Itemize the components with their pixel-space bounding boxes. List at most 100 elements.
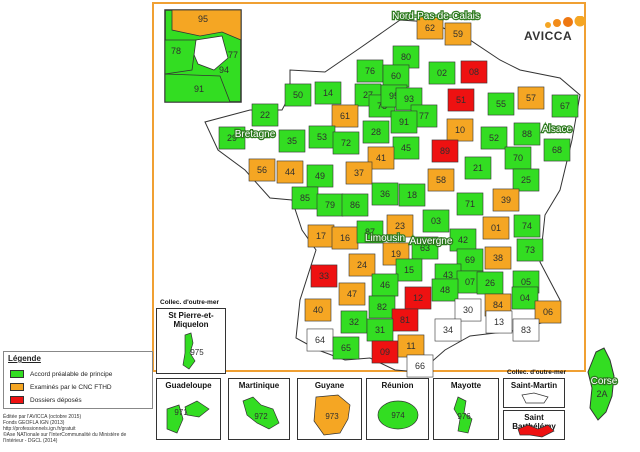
department-label-72: 72 — [341, 138, 351, 148]
department-45: 45 — [392, 136, 420, 160]
department-label-44: 44 — [285, 167, 295, 177]
department-82: 82 — [368, 295, 396, 319]
department-label-37: 37 — [354, 168, 364, 178]
department-47: 47 — [338, 282, 366, 306]
department-shape-39 — [492, 188, 520, 212]
department-label-03: 03 — [431, 216, 441, 226]
department-79: 79 — [316, 193, 344, 217]
department-label-83: 83 — [521, 325, 531, 335]
department-label-36: 36 — [380, 189, 390, 199]
department-86: 86 — [341, 193, 369, 217]
department-shape-93 — [395, 87, 423, 111]
department-23: 23 — [386, 214, 414, 238]
department-shape-74 — [513, 214, 541, 238]
credit-line: Éditée par l'AVICCA (octobre 2015) — [3, 414, 82, 420]
department-shape-22 — [251, 103, 279, 127]
department-label-55: 55 — [496, 99, 506, 109]
department-label-31: 31 — [375, 325, 385, 335]
department-36: 36 — [371, 182, 399, 206]
department-shape-03 — [422, 209, 450, 233]
department-58: 58 — [427, 168, 455, 192]
department-48: 48 — [431, 278, 459, 302]
department-label-93: 93 — [404, 94, 414, 104]
department-shape-89 — [431, 139, 459, 163]
inset-martinique: Martinique 972 — [228, 378, 290, 440]
department-label-07: 07 — [465, 277, 475, 287]
credit-line: Fonds GEOFLA IGN (2013) — [3, 420, 65, 426]
department-label-39: 39 — [501, 195, 511, 205]
department-label-84: 84 — [493, 300, 503, 310]
department-shape-66 — [406, 354, 434, 378]
department-11: 11 — [397, 334, 425, 358]
department-09: 09 — [371, 340, 399, 364]
department-label-45: 45 — [401, 143, 411, 153]
department-69: 69 — [456, 248, 484, 272]
department-label-16: 16 — [340, 233, 350, 243]
department-15: 15 — [395, 258, 423, 282]
department-label-02: 02 — [437, 68, 447, 78]
map-frame — [152, 2, 586, 372]
department-shape-01 — [482, 216, 510, 240]
department-label-01: 01 — [491, 223, 501, 233]
department-shape-52 — [480, 126, 508, 150]
department-label-69: 69 — [465, 255, 475, 265]
department-label-58: 58 — [436, 175, 446, 185]
department-label-09: 09 — [380, 347, 390, 357]
department-label-30: 30 — [463, 305, 473, 315]
saint-barthelemy-shape — [517, 424, 555, 438]
department-shape-36 — [371, 182, 399, 206]
department-39: 39 — [492, 188, 520, 212]
department-label-76: 76 — [365, 66, 375, 76]
inset-guadeloupe: Guadeloupe 971 — [156, 378, 221, 440]
department-label-10: 10 — [455, 125, 465, 135]
department-37: 37 — [345, 161, 373, 185]
department-label-88: 88 — [522, 129, 532, 139]
department-label-48: 48 — [440, 285, 450, 295]
department-label-77: 77 — [419, 111, 429, 121]
legend-label-depose: Dossiers déposés — [30, 396, 82, 404]
department-shape-63 — [411, 236, 439, 260]
legend-swatch-depose — [10, 396, 24, 404]
department-label-28: 28 — [371, 127, 381, 137]
region-label-bretagne: Bretagne — [235, 129, 276, 140]
department-81: 81 — [391, 308, 419, 332]
department-24: 24 — [348, 253, 376, 277]
department-22: 22 — [251, 103, 279, 127]
legend-item-depose: Dossiers déposés — [10, 395, 82, 405]
paris-inset-label-77: 77 — [228, 50, 238, 60]
department-shape-21 — [464, 156, 492, 180]
paris-inset: 95 78 77 94 91 — [164, 9, 242, 103]
department-13: 13 — [485, 310, 513, 334]
department-08: 08 — [460, 60, 488, 84]
department-89: 89 — [431, 139, 459, 163]
department-83: 83 — [512, 318, 540, 342]
department-76: 76 — [356, 59, 384, 83]
department-29: 29 — [218, 126, 246, 150]
department-shape-72 — [332, 131, 360, 155]
department-shape-65 — [332, 336, 360, 360]
department-shape-61 — [331, 104, 359, 128]
department-label-71: 71 — [465, 199, 475, 209]
department-shape-14 — [314, 81, 342, 105]
department-label-65: 65 — [341, 343, 351, 353]
credit-line: l'Intérieur - DGCL (2014) — [3, 438, 58, 444]
department-shape-58 — [427, 168, 455, 192]
inset-reunion: Réunion 974 — [366, 378, 429, 440]
inset-martinique-title: Martinique — [238, 381, 280, 390]
department-14: 14 — [314, 81, 342, 105]
saint-martin-shape — [521, 392, 549, 404]
department-shape-30 — [454, 298, 482, 322]
department-41: 41 — [367, 146, 395, 170]
department-67: 67 — [551, 94, 579, 118]
department-label-19: 19 — [391, 249, 401, 259]
department-label-64: 64 — [315, 335, 325, 345]
department-label-18: 18 — [407, 190, 417, 200]
spm-code: 975 — [190, 348, 204, 357]
paris-inset-label-95: 95 — [198, 14, 208, 24]
department-62: 62 — [416, 16, 444, 40]
region-label-auvergne: Auvergne — [410, 236, 453, 247]
department-32: 32 — [340, 310, 368, 334]
department-17: 17 — [307, 224, 335, 248]
department-12: 12 — [404, 286, 432, 310]
department-73: 73 — [516, 238, 544, 262]
